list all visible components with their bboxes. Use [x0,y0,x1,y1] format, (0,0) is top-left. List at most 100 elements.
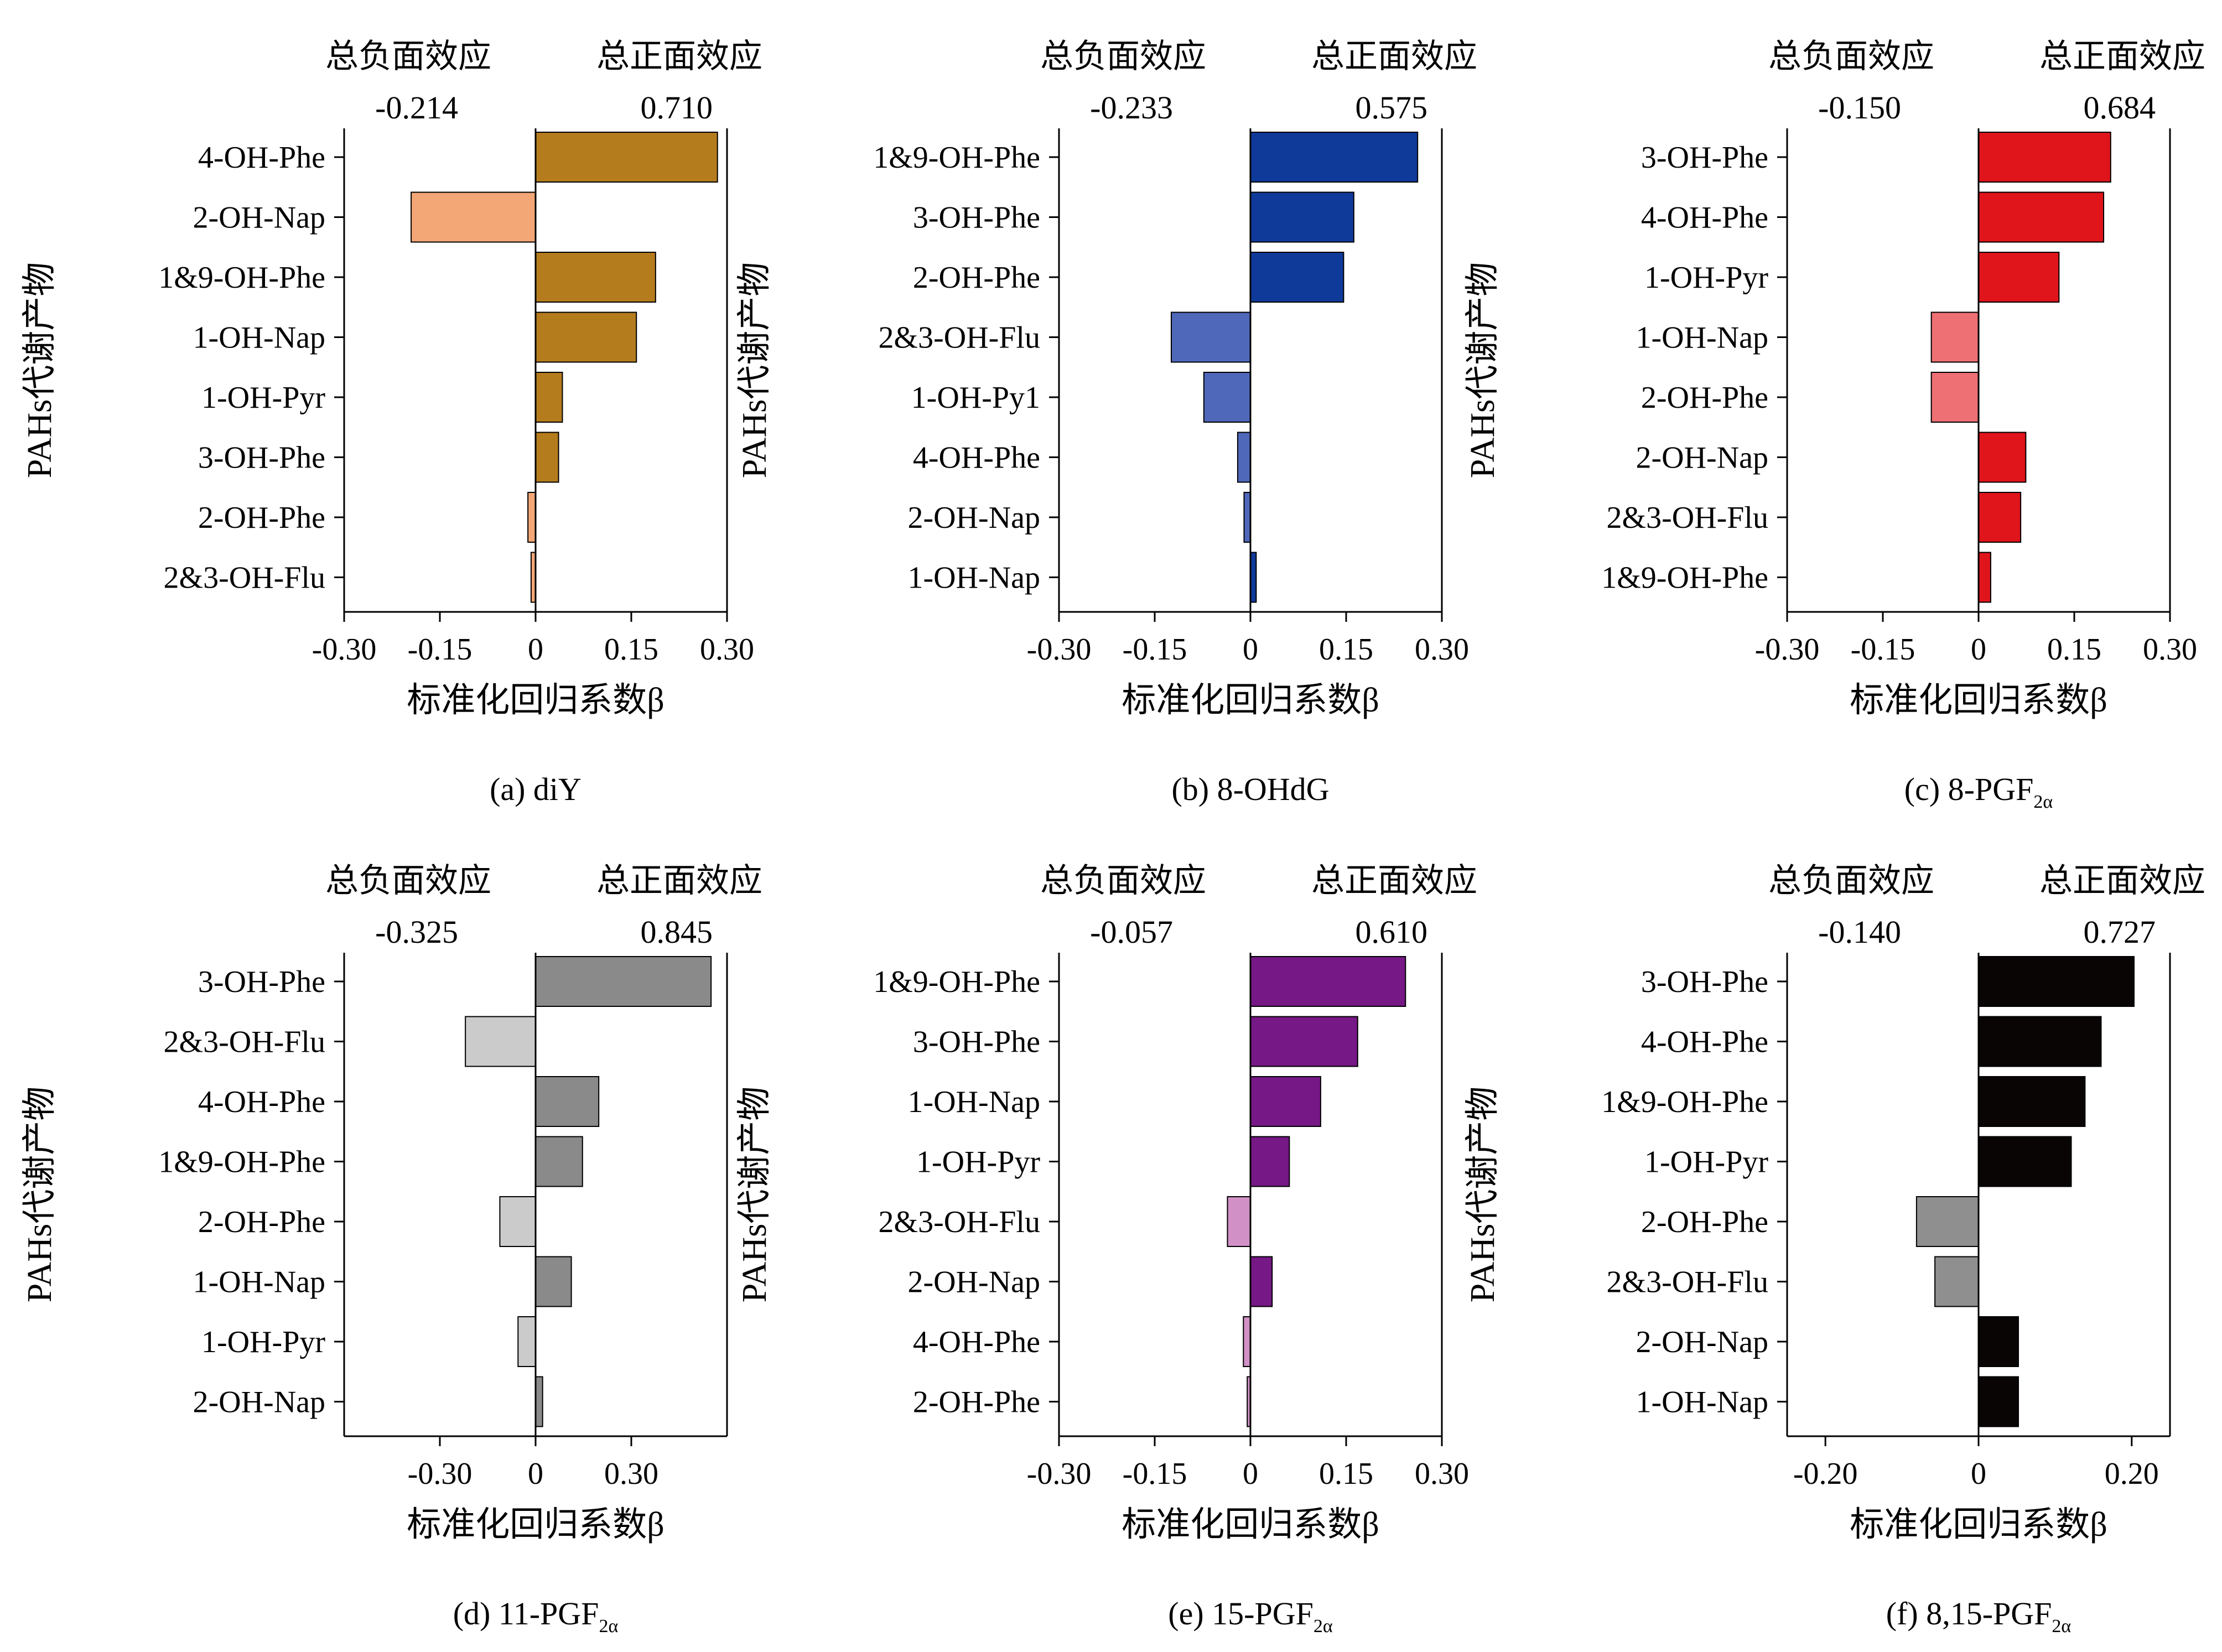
x-tick-label: -0.15 [408,632,473,667]
category-label: 1&9-OH-Phe [1601,1085,1768,1119]
x-tick-label: 0 [1971,632,1986,667]
x-tick-label: -0.15 [1123,1457,1187,1491]
total-negative-value: -0.325 [375,914,458,950]
panel-caption-subscript: 2α [1314,1616,1333,1637]
bar [535,1256,572,1307]
category-label: 1&9-OH-Phe [1601,561,1768,595]
x-tick-label: -0.30 [1027,1457,1092,1491]
total-positive-value: 0.710 [641,90,713,126]
bar [527,492,536,543]
total-negative-value: -0.233 [1090,90,1173,126]
bar [1978,956,2135,1007]
bar [1978,492,2022,543]
total-positive-header: 总正面效应 [2039,863,2205,899]
category-label: 2-OH-Phe [913,261,1040,295]
category-label: 3-OH-Phe [1641,141,1768,175]
category-label: 2-OH-Phe [1641,381,1768,415]
category-label: 1-OH-Pyr [916,1145,1040,1180]
bar [1978,1376,2019,1427]
bar [1250,191,1354,243]
category-label: 1&9-OH-Phe [873,965,1040,999]
total-negative-value: -0.214 [375,90,458,126]
bar [1978,1016,2102,1067]
bar [1978,1136,2072,1187]
panel-caption: (b) 8-OHdG [1171,771,1329,807]
total-positive-header: 总正面效应 [596,38,762,75]
bar [1227,1196,1251,1247]
bar [1250,1256,1273,1307]
x-tick-label: 0 [1243,632,1258,667]
category-label: 1&9-OH-Phe [158,1145,325,1180]
panel-caption-main: (a) diY [490,771,582,807]
x-axis-title: 标准化回归系数β [407,1506,664,1544]
category-label: 4-OH-Phe [1641,1025,1768,1059]
category-label: 2-OH-Nap [193,1385,325,1420]
category-label: 4-OH-Phe [198,1085,325,1119]
x-tick-label: -0.30 [312,632,377,667]
bar [535,1136,583,1187]
bar [535,956,712,1007]
total-positive-value: 0.610 [1356,914,1428,950]
panel-caption: (e) 15-PGF2α [1168,1596,1333,1637]
bar [1934,1256,1980,1307]
panel-caption-main: (c) 8-PGF [1904,771,2034,807]
x-tick-label: 0.30 [700,632,754,667]
bar [1915,1196,1979,1247]
y-axis-title: PAHs代谢产物 [21,262,59,478]
x-tick-label: 0.20 [2105,1457,2159,1491]
total-negative-value: -0.150 [1818,90,1901,126]
bar [1250,252,1344,303]
bar [1250,956,1406,1007]
x-tick-label: 0 [528,632,543,667]
x-axis-title: 标准化回归系数β [1850,682,2107,719]
panel-caption: (c) 8-PGF2α [1904,771,2053,812]
bar [1930,372,1979,423]
x-tick-label: 0 [528,1457,543,1491]
y-axis-title: PAHs代谢产物 [736,262,773,478]
bar [1978,132,2111,183]
panel-caption-main: (f) 8,15-PGF [1886,1596,2052,1632]
bar [1978,252,2060,303]
bar [535,311,637,363]
x-tick-label: -0.20 [1793,1457,1858,1491]
bar [535,372,563,423]
category-label: 1&9-OH-Phe [873,141,1040,175]
total-positive-header: 总正面效应 [596,863,762,899]
bar [1978,552,1991,603]
category-label: 2&3-OH-Flu [879,1205,1040,1239]
panel-caption: (d) 11-PGF2α [453,1596,619,1637]
category-label: 1-OH-Nap [908,1085,1040,1119]
chart-panel: 总负面效应 总正面效应 -0.214 0.710 4-OH-Phe 2-OH-Nap 1&9… [21,38,762,807]
total-positive-header: 总正面效应 [2039,38,2205,75]
category-label: 2-OH-Nap [1636,441,1768,475]
x-axis-title: 标准化回归系数β [1122,1506,1379,1544]
x-tick-label: 0.15 [1319,1457,1373,1491]
category-label: 4-OH-Phe [1641,201,1768,235]
x-tick-label: 0 [1243,1457,1258,1491]
x-tick-label: -0.30 [408,1457,473,1491]
bar [1930,311,1979,363]
category-label: 2&3-OH-Flu [1607,501,1768,535]
total-negative-header: 总负面效应 [1040,863,1206,899]
category-label: 2-OH-Nap [908,1265,1040,1300]
total-positive-value: 0.684 [2084,90,2156,126]
panel-caption: (f) 8,15-PGF2α [1886,1596,2072,1637]
panel-caption-main: (d) 11-PGF [453,1596,599,1632]
category-label: 1&9-OH-Phe [158,261,325,295]
category-label: 1-OH-Nap [1636,1385,1768,1420]
category-label: 2-OH-Phe [913,1385,1040,1420]
category-label: 1-OH-Pyr [201,1325,325,1359]
y-axis-title: PAHs代谢产物 [21,1087,59,1302]
x-axis-title: 标准化回归系数β [407,682,664,719]
bar [535,132,718,183]
category-label: 2-OH-Phe [1641,1205,1768,1239]
panel-caption: (a) diY [490,771,582,807]
x-tick-label: 0.30 [604,1457,658,1491]
total-negative-value: -0.057 [1090,914,1173,950]
category-label: 2&3-OH-Flu [164,561,325,595]
category-label: 3-OH-Phe [198,965,325,999]
bar [1250,1076,1321,1127]
x-tick-label: 0.15 [1319,632,1373,667]
category-label: 1-OH-Pyr [201,381,325,415]
